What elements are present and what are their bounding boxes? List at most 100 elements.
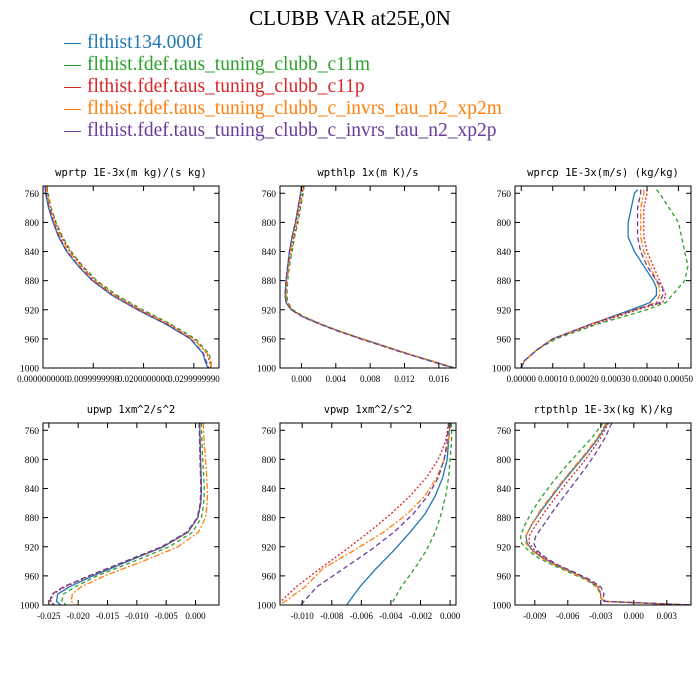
series-line <box>520 189 661 368</box>
x-tick-label: 0.004 <box>326 374 347 384</box>
legend-label: flthist.fdef.taus_tuning_clubb_c_invrs_t… <box>87 98 502 119</box>
y-tick-label: 880 <box>262 514 277 524</box>
series-line <box>390 423 453 605</box>
y-tick-label: 920 <box>262 306 277 316</box>
y-tick-label: 960 <box>25 335 40 345</box>
legend-line-blue <box>64 42 81 44</box>
y-tick-label: 840 <box>25 248 40 258</box>
legend-item: flthist.fdef.taus_tuning_clubb_c11p <box>64 76 502 98</box>
panel-title: upwp 1xm^2/s^2 <box>87 404 176 416</box>
y-tick-label: 1000 <box>257 365 276 375</box>
y-tick-label: 1000 <box>20 602 39 612</box>
series-line <box>346 423 451 605</box>
series-line <box>285 186 455 368</box>
y-tick-label: 760 <box>497 190 512 200</box>
x-tick-label: 0.012 <box>394 374 414 384</box>
x-tick-label: -0.008 <box>320 611 344 621</box>
series-line <box>525 423 691 605</box>
legend-item: flthist.fdef.taus_tuning_clubb_c_invrs_t… <box>64 120 502 142</box>
y-tick-label: 800 <box>262 456 277 466</box>
panel-title: wpthlp 1x(m K)/s <box>317 167 418 179</box>
series-line <box>46 186 213 368</box>
y-tick-label: 760 <box>25 190 40 200</box>
y-tick-label: 800 <box>497 219 512 229</box>
plot-frame <box>514 422 692 606</box>
series-line <box>520 189 664 368</box>
y-tick-label: 960 <box>262 572 277 582</box>
x-tick-label: -0.020 <box>67 611 91 621</box>
y-tick-label: 880 <box>25 277 40 287</box>
x-tick-label: 0.00050 <box>664 374 694 384</box>
y-tick-label: 960 <box>497 572 512 582</box>
chart-panel-4: upwp 1xm^2/s^27608008408809209601000-0.0… <box>20 404 220 621</box>
x-tick-label: -0.003 <box>589 611 613 621</box>
x-tick-label: 0.0099999998 <box>67 374 119 384</box>
y-tick-label: 840 <box>497 248 512 258</box>
series-line <box>49 423 203 605</box>
panel-title: vpwp 1xm^2/s^2 <box>324 404 413 416</box>
x-tick-label: 0.000 <box>624 611 645 621</box>
x-tick-label: 0.0299999990 <box>168 374 220 384</box>
legend-line-orange <box>64 108 81 110</box>
series-line <box>55 423 203 605</box>
y-tick-label: 920 <box>497 543 512 553</box>
series-line <box>285 186 456 368</box>
panel-title: wprtp 1E-3x(m kg)/(s kg) <box>55 167 207 179</box>
legend: flthist134.000f flthist.fdef.taus_tuning… <box>64 32 502 142</box>
y-tick-label: 800 <box>497 456 512 466</box>
panel-title: rtpthlp 1E-3x(kg K)/kg <box>533 404 672 416</box>
y-tick-label: 920 <box>262 543 277 553</box>
series-line <box>520 189 667 368</box>
y-tick-label: 1000 <box>492 365 511 375</box>
y-tick-label: 840 <box>497 485 512 495</box>
x-tick-label: -0.025 <box>37 611 61 621</box>
x-tick-label: 0.00000 <box>507 374 537 384</box>
figure-title: CLUBB VAR at25E,0N <box>249 6 451 30</box>
y-tick-label: 880 <box>497 277 512 287</box>
legend-line-red <box>64 86 81 88</box>
series-line <box>520 189 689 368</box>
chart-panel-2: wpthlp 1x(m K)/s 760 800 840 880 920 960 1000 0.… <box>257 167 457 384</box>
y-tick-label: 840 <box>262 248 277 258</box>
x-tick-label: 0.008 <box>360 374 381 384</box>
chart-panel-6: rtpthlp 1E-3x(kg K)/kg 760 800 840 880 920 960… <box>492 404 692 621</box>
x-tick-label: -0.006 <box>350 611 374 621</box>
series-line <box>45 186 212 368</box>
x-tick-label: 0.000 <box>291 374 312 384</box>
legend-label: flthist134.000f <box>87 32 203 53</box>
series-line <box>519 423 691 605</box>
x-tick-label: 0.0000000000 <box>17 374 69 384</box>
y-tick-label: 760 <box>25 427 40 437</box>
series-line <box>45 186 213 368</box>
legend-item: flthist.fdef.taus_tuning_clubb_c_invrs_t… <box>64 98 502 120</box>
y-tick-label: 760 <box>497 427 512 437</box>
legend-label: flthist.fdef.taus_tuning_clubb_c11m <box>87 54 371 75</box>
chart-panel-3: wprcp 1E-3x(m/s) (kg/kg) 760 800 840 880 920 9… <box>492 167 694 384</box>
legend-item: flthist134.000f <box>64 32 502 54</box>
y-tick-label: 800 <box>25 456 40 466</box>
x-tick-label: -0.010 <box>291 611 315 621</box>
chart-panel-1: wprtp 1E-3x(m kg)/(s kg) 760 800 840 880 920 9… <box>17 167 220 384</box>
y-tick-label: 840 <box>262 485 277 495</box>
series-line <box>280 423 451 605</box>
y-tick-label: 800 <box>25 219 40 229</box>
legend-line-green <box>64 64 81 66</box>
plot-frame <box>514 185 692 369</box>
y-tick-label: 880 <box>25 514 40 524</box>
legend-label: flthist.fdef.taus_tuning_clubb_c11p <box>87 76 365 97</box>
x-tick-label: -0.015 <box>96 611 120 621</box>
y-tick-label: 800 <box>262 219 277 229</box>
x-tick-label: 0.0200000000 <box>118 374 170 384</box>
y-tick-label: 920 <box>25 306 40 316</box>
x-tick-label: -0.006 <box>556 611 580 621</box>
x-tick-label: -0.005 <box>155 611 179 621</box>
y-tick-label: 1000 <box>492 602 511 612</box>
series-line <box>533 423 691 605</box>
x-tick-label: 0.000 <box>185 611 206 621</box>
legend-item: flthist.fdef.taus_tuning_clubb_c11m <box>64 54 502 76</box>
y-tick-label: 840 <box>25 485 40 495</box>
series-line <box>44 186 209 368</box>
series-line <box>286 186 456 368</box>
x-tick-label: 0.00040 <box>632 374 662 384</box>
